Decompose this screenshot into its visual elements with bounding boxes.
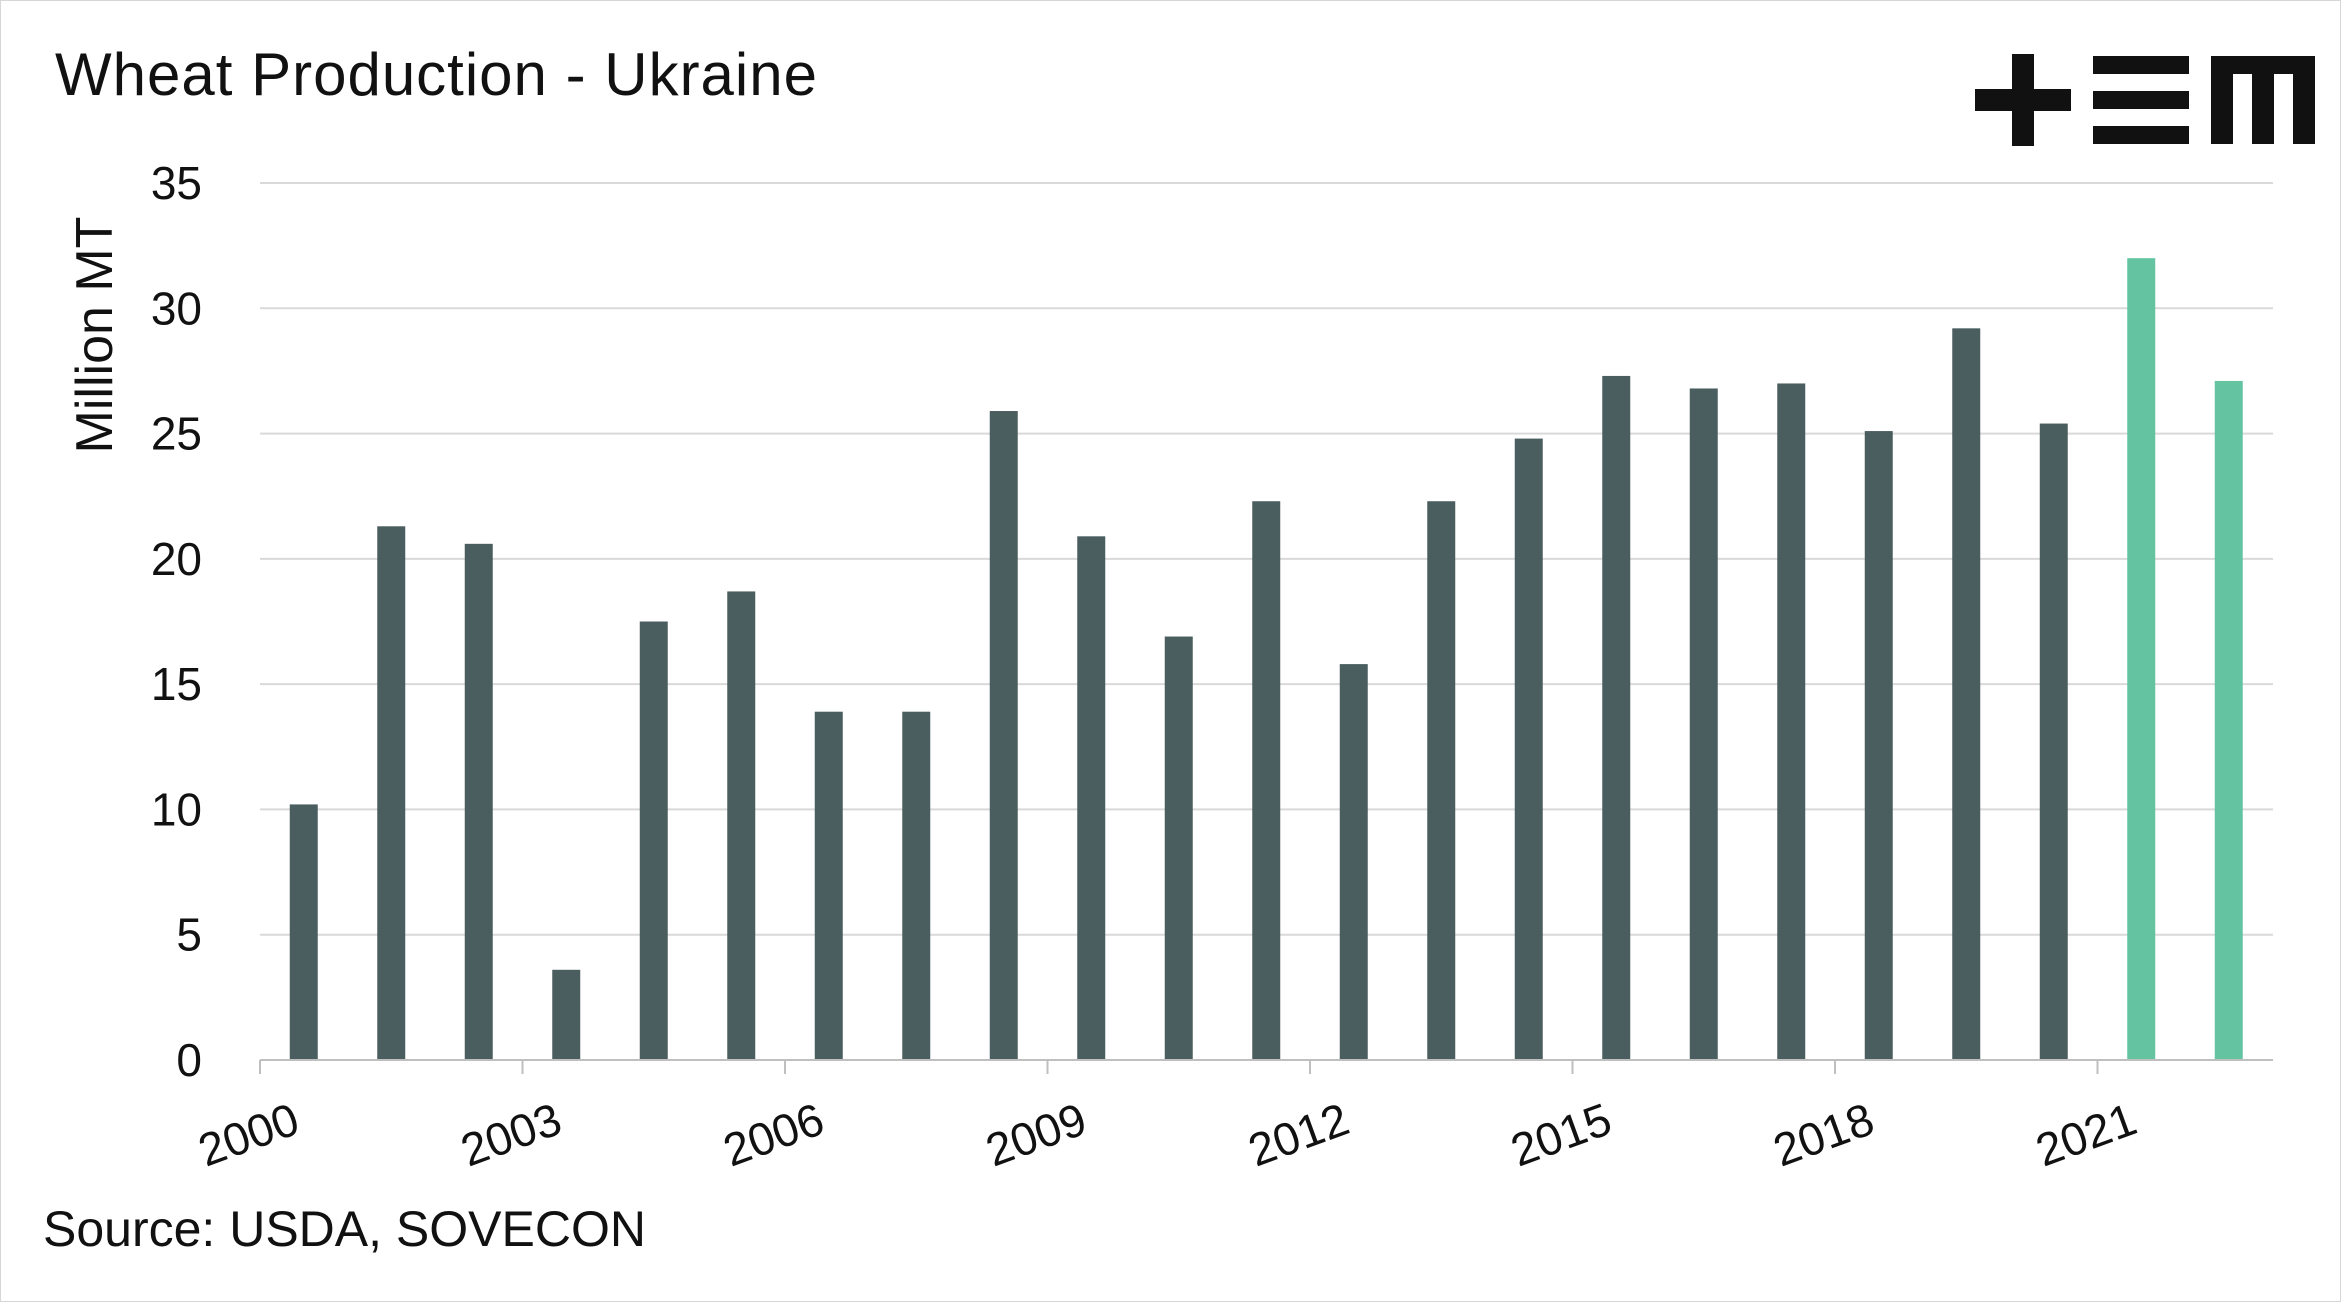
bar-2019 bbox=[1952, 328, 1981, 1060]
bar-2005 bbox=[727, 591, 756, 1060]
y-axis-label: Million MT bbox=[66, 217, 124, 454]
bar-2007 bbox=[902, 711, 931, 1060]
x-tick-label: 2000 bbox=[191, 1093, 305, 1177]
x-tick-label: 2009 bbox=[979, 1093, 1093, 1177]
x-tick-label: 2021 bbox=[2029, 1093, 2143, 1177]
tem-logo bbox=[1975, 54, 2315, 146]
x-tick-label: 2003 bbox=[454, 1093, 568, 1177]
y-tick-label: 15 bbox=[151, 658, 202, 710]
bar-2020 bbox=[2039, 423, 2068, 1060]
bar-2010 bbox=[1164, 636, 1193, 1060]
y-tick-label: 30 bbox=[151, 282, 202, 334]
bar-2017 bbox=[1777, 383, 1806, 1060]
bar-2002 bbox=[464, 543, 493, 1060]
bar-2016 bbox=[1689, 388, 1718, 1060]
bar-2008 bbox=[989, 411, 1018, 1060]
bar-2014 bbox=[1514, 438, 1543, 1060]
bar-2022 bbox=[2214, 380, 2243, 1060]
x-tick-label: 2006 bbox=[716, 1093, 830, 1177]
source-note: Source: USDA, SOVECON bbox=[43, 1201, 646, 1257]
y-tick-label: 0 bbox=[176, 1034, 202, 1086]
bar-2013 bbox=[1427, 501, 1456, 1060]
bar-2015 bbox=[1602, 375, 1631, 1060]
bar-2012 bbox=[1339, 664, 1368, 1060]
bar-2000 bbox=[289, 804, 318, 1060]
x-tick-label: 2012 bbox=[1241, 1093, 1355, 1177]
chart-title: Wheat Production - Ukraine bbox=[55, 41, 818, 108]
bar-2021 bbox=[2127, 258, 2156, 1061]
bars bbox=[289, 258, 2243, 1061]
bar-2003 bbox=[552, 969, 581, 1060]
bar-2004 bbox=[639, 621, 668, 1060]
bar-2001 bbox=[377, 526, 406, 1060]
bar-2009 bbox=[1077, 536, 1106, 1060]
x-axis-ticks: 2000 2003 2006 2009 2012 2015 2018 2021 bbox=[191, 1060, 2143, 1177]
y-tick-label: 10 bbox=[151, 783, 202, 835]
y-tick-label: 5 bbox=[176, 909, 202, 961]
y-axis-ticks: 0 5 10 15 20 25 30 35 bbox=[151, 157, 202, 1086]
bar-2018 bbox=[1864, 431, 1893, 1061]
y-tick-label: 20 bbox=[151, 533, 202, 585]
x-tick-label: 2015 bbox=[1504, 1093, 1618, 1177]
y-tick-label: 35 bbox=[151, 157, 202, 209]
bar-2011 bbox=[1252, 501, 1281, 1060]
x-tick-label: 2018 bbox=[1766, 1093, 1880, 1177]
y-tick-label: 25 bbox=[151, 408, 202, 460]
bar-2006 bbox=[814, 711, 843, 1060]
